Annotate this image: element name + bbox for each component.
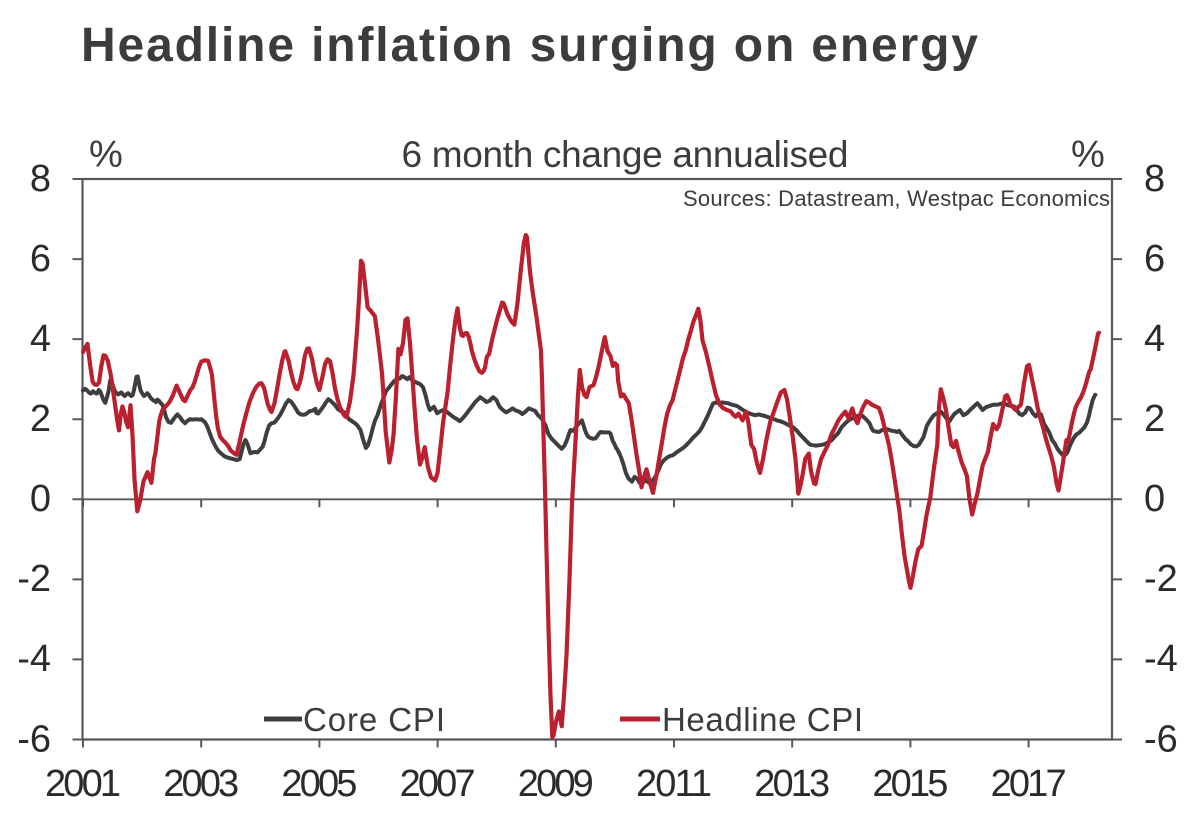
svg-text:2: 2: [30, 398, 51, 440]
svg-text:-2: -2: [17, 558, 51, 600]
svg-text:2003: 2003: [163, 763, 239, 805]
svg-text:-6: -6: [1144, 718, 1178, 760]
svg-text:%: %: [1071, 134, 1105, 176]
svg-text:2015: 2015: [872, 763, 948, 805]
svg-text:2017: 2017: [991, 763, 1067, 805]
svg-text:2001: 2001: [45, 763, 121, 805]
svg-text:Core CPI: Core CPI: [303, 701, 445, 738]
svg-text:-2: -2: [1144, 558, 1178, 600]
svg-text:6 month change annualised: 6 month change annualised: [402, 134, 849, 175]
svg-text:2: 2: [1144, 398, 1165, 440]
svg-text:8: 8: [30, 158, 51, 200]
svg-text:4: 4: [1144, 318, 1165, 360]
svg-text:-6: -6: [17, 718, 51, 760]
svg-text:-4: -4: [1144, 638, 1178, 680]
svg-text:8: 8: [1144, 158, 1165, 200]
svg-text:0: 0: [1144, 478, 1165, 520]
svg-text:Headline inflation surging on: Headline inflation surging on energy: [81, 19, 978, 72]
svg-text:2013: 2013: [754, 763, 830, 805]
svg-text:6: 6: [1144, 238, 1165, 280]
svg-text:0: 0: [30, 478, 51, 520]
svg-text:2009: 2009: [518, 763, 594, 805]
svg-text:2007: 2007: [400, 763, 476, 805]
svg-text:6: 6: [30, 238, 51, 280]
svg-text:2005: 2005: [281, 763, 357, 805]
svg-text:-4: -4: [17, 638, 51, 680]
svg-text:Sources: Datastream, Westpac E: Sources: Datastream, Westpac Economics: [683, 186, 1110, 211]
svg-text:%: %: [89, 134, 123, 176]
svg-text:Headline CPI: Headline CPI: [662, 701, 863, 738]
svg-text:2011: 2011: [636, 763, 712, 805]
svg-text:4: 4: [30, 318, 51, 360]
